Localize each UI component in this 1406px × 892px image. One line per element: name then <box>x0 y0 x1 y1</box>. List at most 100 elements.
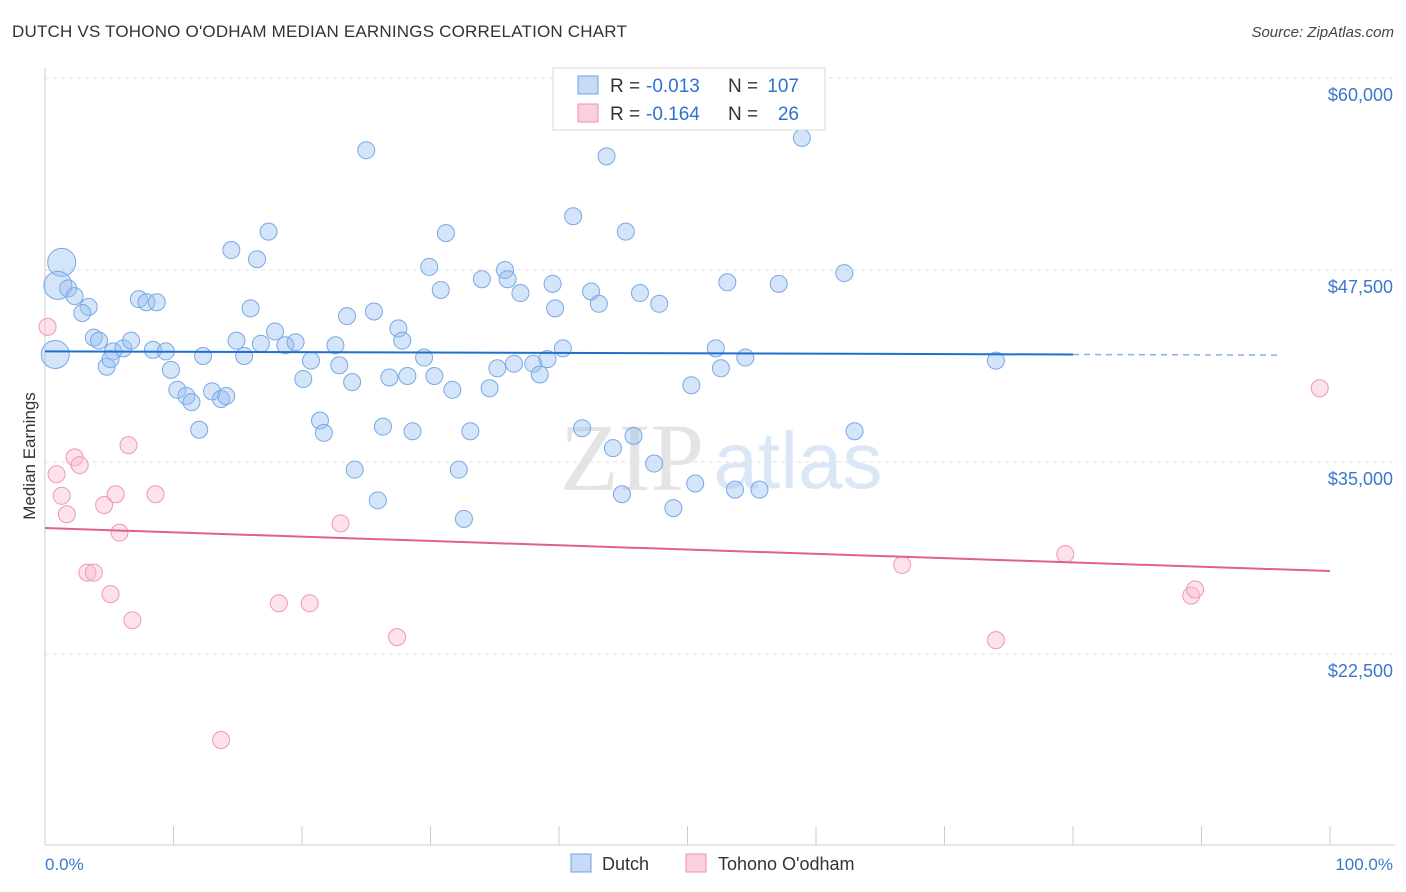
dutch-point-94 <box>711 359 730 378</box>
tohono-point-1 <box>47 465 66 484</box>
dutch-point-102 <box>845 422 864 441</box>
dutch-point-103 <box>986 351 1005 370</box>
legend-tohono-label: Tohono O'odham <box>718 854 855 874</box>
dutch-point-42 <box>326 336 345 355</box>
dutch-r-label: R = <box>610 76 640 97</box>
dutch-trend-extension <box>1072 353 1279 356</box>
tohono-point-21 <box>986 631 1005 650</box>
tohono-point-0 <box>38 317 57 336</box>
axes <box>44 68 1395 846</box>
dutch-point-35 <box>266 322 285 341</box>
legend-dutch-swatch <box>570 853 592 873</box>
dutch-point-31 <box>241 299 260 318</box>
dutch-point-72 <box>524 354 543 373</box>
series-legend: Dutch Tohono O'odham <box>570 853 855 874</box>
y-tick-labels: $22,500 $35,000 $47,500 $60,000 <box>1328 85 1393 681</box>
watermark-zip: ZIP <box>560 404 704 511</box>
dutch-point-46 <box>345 460 364 479</box>
dutch-point-54 <box>398 366 417 385</box>
dutch-point-59 <box>431 280 450 299</box>
tohono-r-label: R = <box>610 104 640 125</box>
dutch-point-67 <box>488 359 507 378</box>
dutch-point-87 <box>630 284 649 303</box>
dutch-point-62 <box>449 460 468 479</box>
dutch-point-8 <box>89 331 108 350</box>
tohono-point-2 <box>52 486 71 505</box>
dutch-point-19 <box>161 360 180 379</box>
dutch-point-89 <box>650 294 669 313</box>
stats-legend: R = -0.013 N = 107 R = -0.164 N = 26 <box>552 67 826 131</box>
dutch-point-95 <box>718 273 737 292</box>
x-min-label: 0.0% <box>45 855 84 874</box>
dutch-point-77 <box>553 339 572 358</box>
tohono-point-18 <box>331 514 350 533</box>
tohono-r-value: -0.164 <box>646 104 700 125</box>
tohono-point-11 <box>110 523 129 542</box>
dutch-point-58 <box>425 366 444 385</box>
legend-dutch-label: Dutch <box>602 854 649 874</box>
dutch-point-1 <box>43 270 73 300</box>
dutch-point-13 <box>101 350 120 369</box>
dutch-point-15 <box>137 293 156 312</box>
tohono-point-16 <box>269 594 288 613</box>
tohono-point-6 <box>78 563 97 582</box>
x-max-label: 100.0% <box>1335 855 1393 874</box>
dutch-point-0 <box>47 247 77 277</box>
tohono-point-24 <box>1186 580 1205 599</box>
legend-tohono-swatch <box>685 853 707 873</box>
tohono-point-9 <box>101 585 120 604</box>
dutch-point-50 <box>373 417 392 436</box>
y-axis-label: Median Earnings <box>20 392 39 520</box>
y-tick-label-1: $35,000 <box>1328 469 1393 489</box>
dutch-point-97 <box>736 348 755 367</box>
dutch-point-34 <box>259 222 278 241</box>
dutch-point-91 <box>682 376 701 395</box>
dutch-point-88 <box>645 454 664 473</box>
tohono-point-14 <box>146 485 165 504</box>
dutch-point-60 <box>436 224 455 243</box>
dutch-point-20 <box>168 380 187 399</box>
dutch-point-38 <box>294 370 313 389</box>
dutch-point-53 <box>393 331 412 350</box>
dutch-n-value: 107 <box>767 76 799 97</box>
dutch-point-85 <box>616 222 635 241</box>
dutch-point-7 <box>84 328 103 347</box>
dutch-point-29 <box>227 331 246 350</box>
dutch-point-69 <box>498 270 517 289</box>
dutch-point-6 <box>73 304 92 323</box>
dutch-point-36 <box>276 336 295 355</box>
dutch-point-99 <box>769 274 788 293</box>
dutch-point-84 <box>612 485 631 504</box>
dutch-point-17 <box>143 340 162 359</box>
source-label: Source: ZipAtlas.com <box>1251 24 1394 41</box>
dutch-point-55 <box>403 422 422 441</box>
dutch-point-39 <box>301 351 320 370</box>
dutch-point-4 <box>65 287 84 306</box>
chart-title: DUTCH VS TOHONO O'ODHAM MEDIAN EARNINGS … <box>12 22 628 41</box>
dutch-point-73 <box>530 365 549 384</box>
tohono-n-label: N = <box>728 104 758 125</box>
dutch-point-41 <box>314 423 333 442</box>
dutch-point-3 <box>59 279 78 298</box>
tohono-point-8 <box>95 496 114 515</box>
dutch-point-79 <box>573 419 592 438</box>
dutch-point-37 <box>286 333 305 352</box>
dutch-point-82 <box>597 147 616 166</box>
watermark-atlas: atlas <box>714 416 883 505</box>
dutch-point-90 <box>664 499 683 518</box>
tohono-points <box>38 317 1329 750</box>
dutch-point-74 <box>538 350 557 369</box>
dutch-point-96 <box>726 480 745 499</box>
dutch-point-49 <box>368 491 387 510</box>
tohono-point-3 <box>57 505 76 524</box>
dutch-point-23 <box>194 347 213 366</box>
dutch-point-27 <box>217 386 236 405</box>
dutch-point-22 <box>182 393 201 412</box>
tohono-point-7 <box>84 563 103 582</box>
dutch-r-value: -0.013 <box>646 76 700 97</box>
tohono-point-5 <box>70 456 89 475</box>
dutch-point-51 <box>380 368 399 387</box>
tohono-legend-swatch <box>577 103 599 123</box>
dutch-point-83 <box>603 439 622 458</box>
